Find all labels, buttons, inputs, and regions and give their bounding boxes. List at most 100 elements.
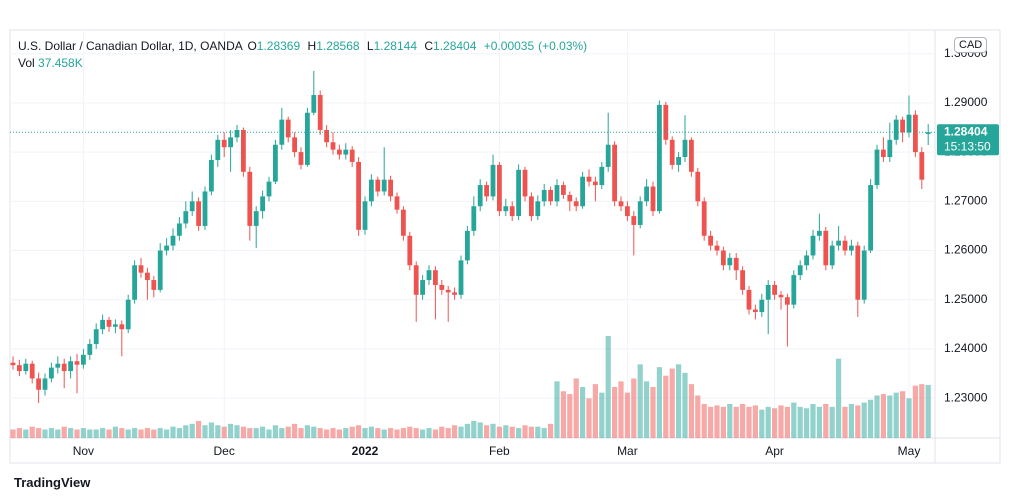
candle-body [330,142,336,150]
candle-body [401,209,406,236]
volume-bar [823,404,829,438]
candle-body [650,186,656,212]
volume-bar [42,429,48,438]
candle-body [631,216,637,225]
candle-body [676,157,681,165]
candle-body [721,250,726,266]
volume-bar [701,404,707,438]
volume-bar [388,428,394,438]
candle-body [202,191,208,226]
candle-body [618,201,624,207]
candle-body [919,152,925,180]
volume-bar [452,425,458,438]
candle-body [593,181,598,186]
volume-bar [234,425,240,438]
candle-body [145,272,150,281]
volume-bar [330,428,336,438]
currency-button[interactable]: CAD [954,37,988,53]
candle-body [625,206,630,217]
candle-body [305,112,310,165]
volume-bar [356,425,362,438]
candle-body [81,354,86,365]
candle-body [554,185,560,202]
volume-bar [100,428,106,438]
volume-bar [298,428,304,438]
candle-body [228,137,233,148]
candle-body [439,284,445,290]
candle-body [285,119,291,138]
candle-body [522,169,528,197]
candle-body [561,185,566,195]
candle-body [490,164,496,197]
candle-body [893,119,899,140]
candle-body [253,211,259,226]
candle-body [503,206,509,212]
candle-body [36,378,41,390]
candle-body [234,129,240,138]
volume-bar [292,423,298,438]
candle-body [177,223,182,236]
volume-name: Vol [18,56,35,70]
volume-bar [804,408,810,438]
candle-body [817,230,822,236]
candle-body [407,235,413,266]
candle-body [55,363,61,368]
change-pct: (+0.03%) [538,39,588,53]
candle-body [311,95,317,113]
volume-bar [759,409,765,438]
candle-body [804,255,809,266]
volume-bar [509,426,515,438]
volume-bar [548,423,554,438]
candle-body [164,245,169,251]
volume-bar [196,421,202,438]
candle-body [388,179,393,197]
candle-body [637,201,643,225]
volume-bar [260,426,266,438]
volume-bar [925,384,931,438]
volume-bar [144,428,150,438]
volume-bar [458,426,464,438]
candle-body [657,104,662,212]
volume-bar [484,425,490,438]
volume-bar [535,426,541,438]
volume-bar [663,375,669,438]
candle-body [209,159,214,192]
volume-bar [624,392,630,438]
x-tick-label: Apr [765,444,784,458]
volume-bar [349,426,355,438]
candle-body [477,185,483,207]
volume-bar [618,381,624,438]
volume-bar [48,428,54,438]
candle-body [132,265,137,300]
candle-body [644,186,649,202]
volume-bar [439,426,445,438]
volume-bar [285,426,291,438]
volume-bar [240,426,246,438]
volume-bar [900,391,906,438]
volume-bar [420,429,426,438]
volume-bar [87,429,93,438]
c-value: 1.28404 [433,39,477,53]
candle-body [433,270,438,285]
volume-bar [336,429,342,438]
volume-bar [490,423,496,438]
candle-body [74,361,80,365]
candle-body [797,265,803,276]
candle-body [106,319,112,327]
volume-bar [272,425,278,438]
volume-bar [16,428,22,438]
candle-body [247,171,253,226]
candle-body [708,235,713,246]
candle-body [426,270,432,281]
volume-bar [516,428,522,438]
volume-bar [772,408,778,438]
candle-body [241,129,246,172]
volume-bar [637,364,643,438]
volume-bar [599,392,605,438]
candle-body [868,185,873,251]
volume-bar [362,428,368,438]
volume-bar [848,404,854,438]
candle-body [17,365,22,372]
volume-bar [432,429,438,438]
